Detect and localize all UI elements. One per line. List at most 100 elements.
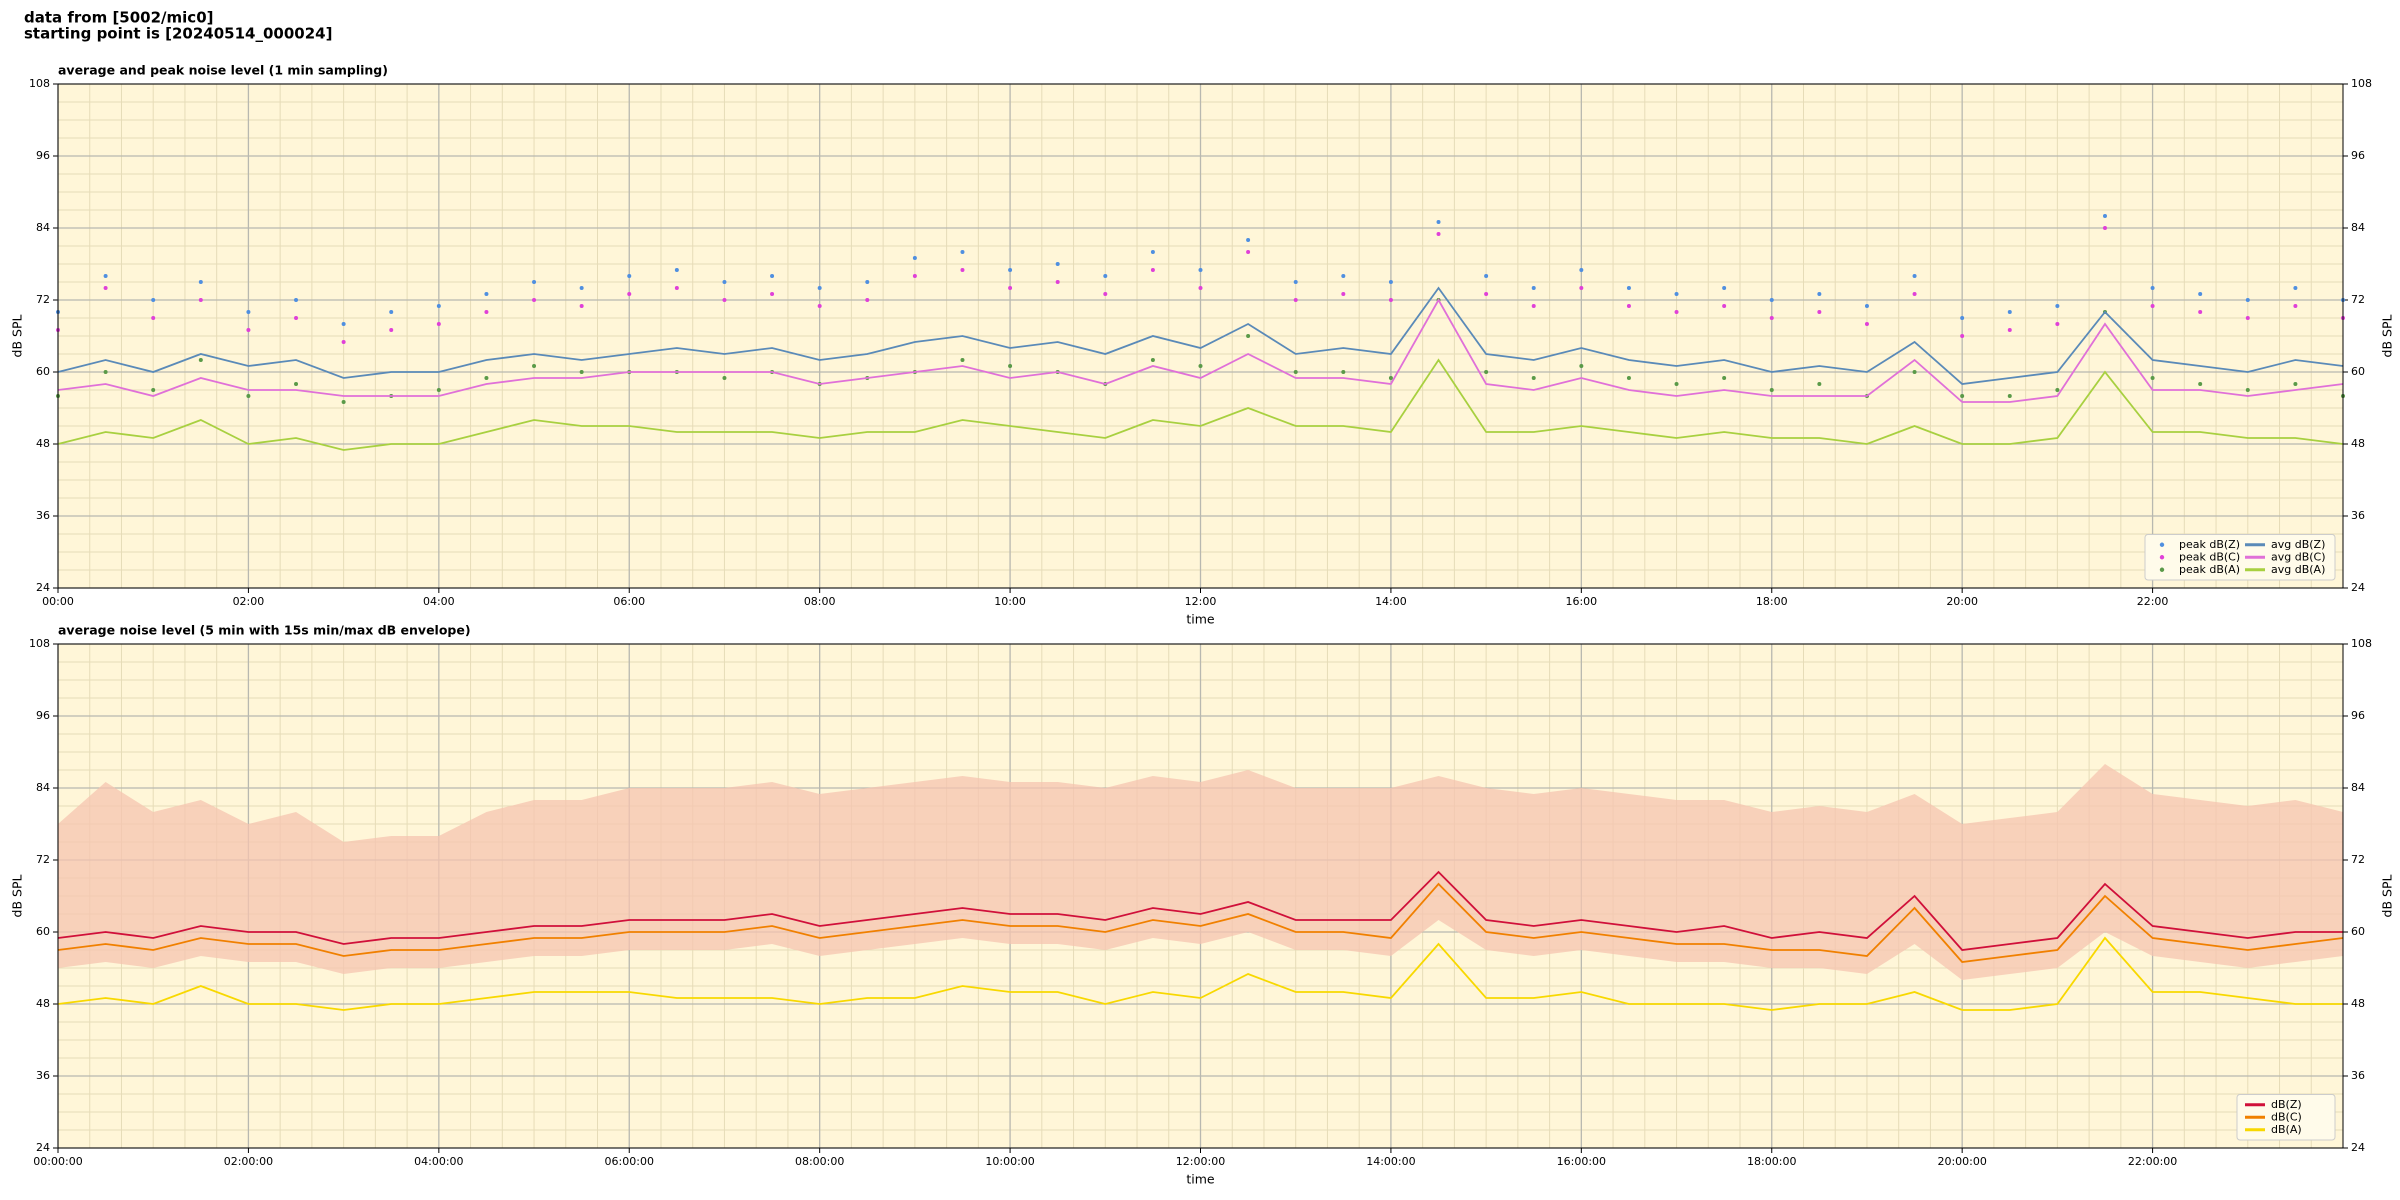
peak-point [389,328,394,332]
peak-point [1579,286,1584,290]
peak-point [294,316,299,320]
y-tick-label: 24 [2351,581,2365,594]
peak-point [1150,250,1155,254]
peak-point [1817,310,1822,314]
peak-point [579,286,584,290]
peak-point [2198,310,2203,314]
x-axis-label: time [1186,612,1215,627]
legend-label: peak dB(A) [2179,563,2240,576]
legend-box [2144,534,2336,581]
y-tick-label: 36 [36,1069,50,1082]
y-tick-label: 36 [36,509,50,522]
peak-point [1531,376,1536,380]
peak-point [1293,280,1298,284]
peak-point [532,364,537,368]
peak-point [865,280,870,284]
peak-point [1341,274,1346,278]
x-tick-label: 06:00 [613,595,645,608]
legend-label: avg dB(A) [2271,563,2325,576]
plot-frame [57,83,2344,589]
x-axis-label: time [1186,1172,1215,1187]
y-tick-label: 60 [2351,365,2365,378]
peak-point [2055,304,2060,308]
peak-point [532,280,537,284]
peak-point [1579,364,1584,368]
x-tick-label: 18:00:00 [1747,1155,1796,1168]
peak-point [2055,322,2060,326]
peak-point [341,340,346,344]
y-tick-label: 108 [2351,637,2372,650]
peak-point [1103,292,1108,296]
peak-point [1864,322,1869,326]
peak-point [1198,268,1203,272]
peak-point [1722,376,1727,380]
plot: 24 24 36 36 48 48 60 60 72 72 84 84 96 96 108 108 00:00:… [10,623,2395,1187]
peak-point [1674,292,1679,296]
peak-point [1626,376,1631,380]
chart-title: average noise level (5 min with 15s min/… [58,623,471,638]
peak-point [151,388,156,392]
x-tick-label: 08:00 [804,595,836,608]
plot: 24 24 36 36 48 48 60 60 72 72 84 84 96 96 108 108 00:00 0… [10,63,2395,627]
peak-point [1960,394,1965,398]
peak-point [198,358,203,362]
series-line [57,936,2343,1011]
peak-point [1817,382,1822,386]
legend-label: dB(Z) [2271,1098,2302,1111]
peak-point [103,286,108,290]
peak-point [1484,292,1489,296]
x-tick-label: 06:00:00 [605,1155,654,1168]
peak-point [722,376,727,380]
peak-point [1960,316,1965,320]
peak-point [294,382,299,386]
peak-point [2293,304,2298,308]
peak-point [1150,358,1155,362]
peak-point [1341,292,1346,296]
peak-point [2245,388,2250,392]
y-tick-label: 36 [2351,1069,2365,1082]
x-tick-label: 20:00:00 [1937,1155,1986,1168]
peak-point [1531,304,1536,308]
peak-point [2245,316,2250,320]
peak-point [1388,298,1393,302]
peak-point [484,292,489,296]
y-tick-label: 108 [2351,77,2372,90]
peak-point [436,304,441,308]
y-tick-label: 96 [2351,709,2365,722]
x-tick-label: 10:00 [994,595,1026,608]
peak-point [1008,286,1013,290]
peak-point [1912,274,1917,278]
peak-point [1388,280,1393,284]
legend-label: peak dB(Z) [2179,538,2240,551]
peak-point [1055,280,1060,284]
peak-point [1103,274,1108,278]
legend-label: dB(A) [2271,1123,2302,1136]
peak-point [722,298,727,302]
peak-point [579,370,584,374]
y-tick-label: 36 [2351,509,2365,522]
header-line: data from [5002/mic0] [24,9,214,27]
y-axis-label: dB SPL [2380,315,2395,358]
peak-point [2102,226,2107,230]
peak-point [2198,292,2203,296]
y-tick-label: 48 [36,997,50,1010]
peak-point [1246,238,1251,242]
y-tick-label: 24 [36,1141,50,1154]
y-tick-label: 48 [2351,437,2365,450]
peak-point [103,274,108,278]
x-tick-label: 20:00 [1946,595,1978,608]
peak-point [817,304,822,308]
peak-point [1388,376,1393,380]
peak-point [1246,250,1251,254]
peak-point [198,280,203,284]
legend-label: peak dB(C) [2179,550,2240,563]
peak-point [1579,268,1584,272]
peak-point [1912,292,1917,296]
peak-point [960,268,965,272]
peak-point [389,310,394,314]
x-tick-label: 14:00 [1375,595,1407,608]
peak-point [1008,364,1013,368]
peak-point [2007,394,2012,398]
peak-point [151,316,156,320]
